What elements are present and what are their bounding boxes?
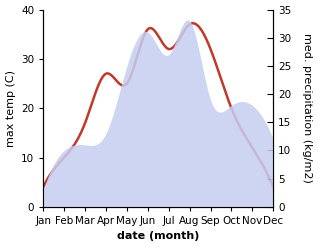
X-axis label: date (month): date (month) (117, 231, 199, 242)
Y-axis label: max temp (C): max temp (C) (5, 70, 16, 147)
Y-axis label: med. precipitation (kg/m2): med. precipitation (kg/m2) (302, 33, 313, 183)
